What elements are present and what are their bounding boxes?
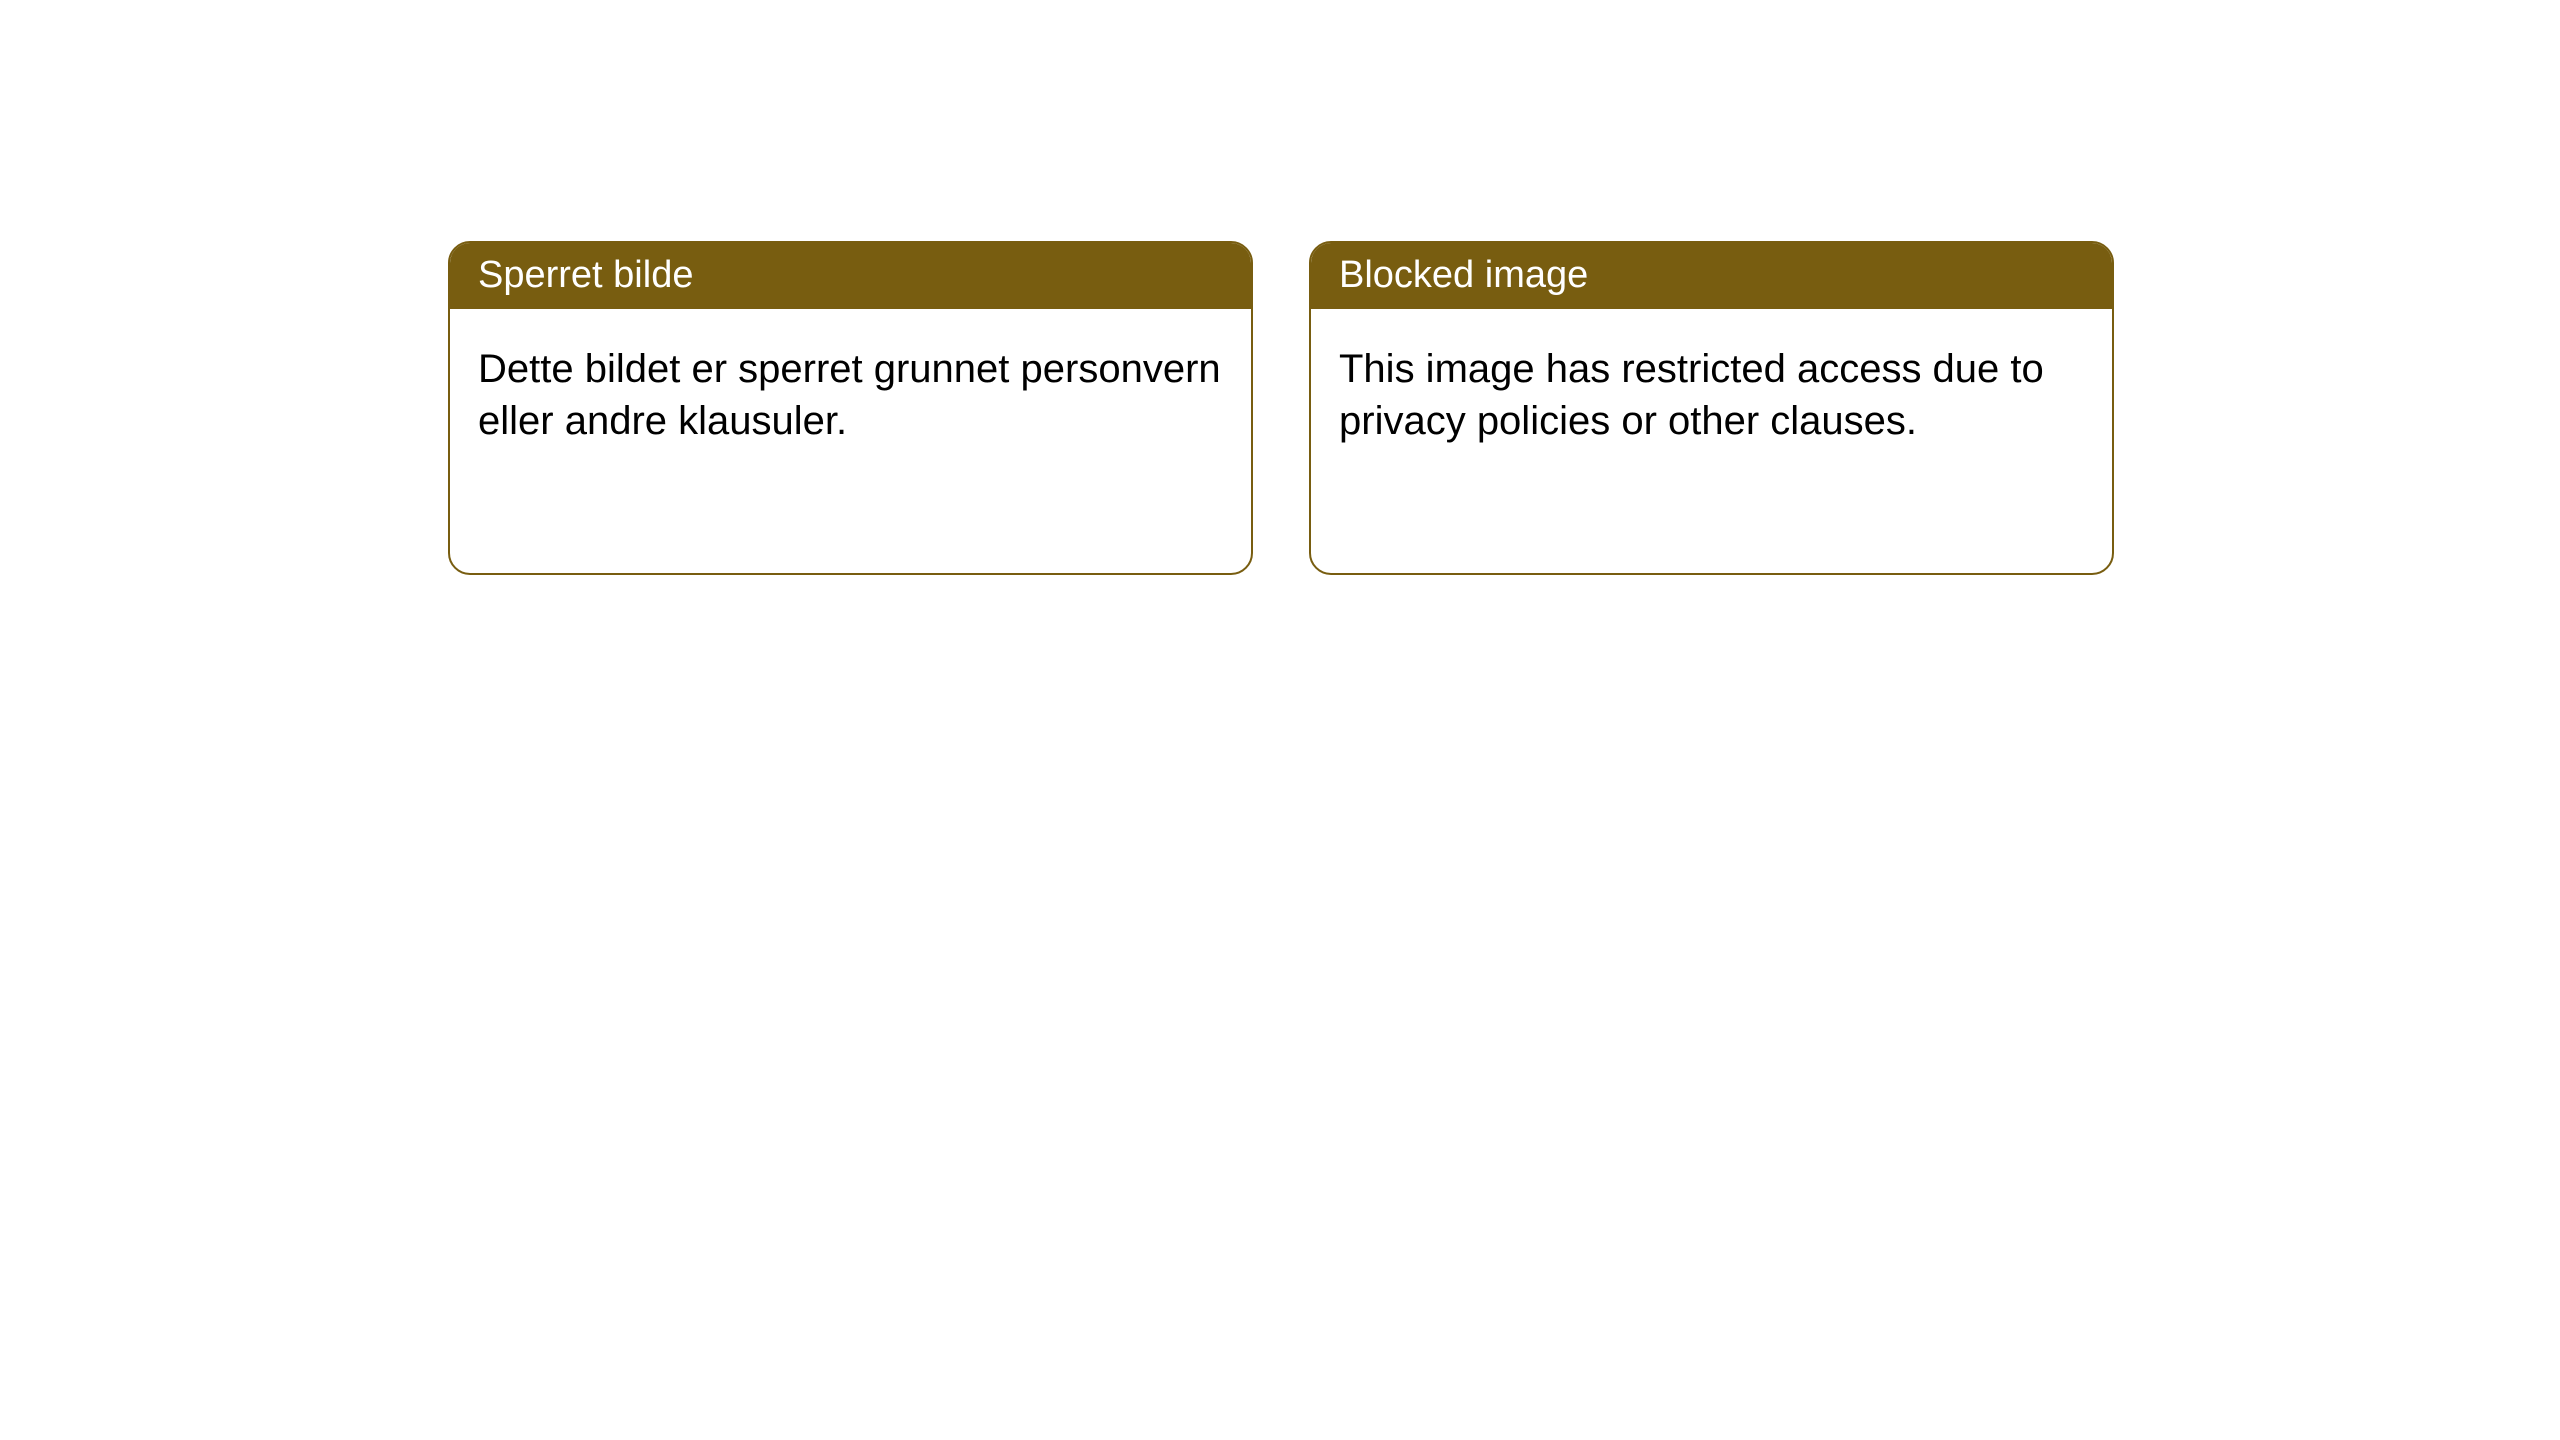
notice-card-body: Dette bildet er sperret grunnet personve… [450, 309, 1251, 481]
page-container: Sperret bilde Dette bildet er sperret gr… [0, 0, 2560, 1440]
cards-wrapper: Sperret bilde Dette bildet er sperret gr… [448, 241, 2114, 575]
notice-card-english: Blocked image This image has restricted … [1309, 241, 2114, 575]
notice-card-header: Sperret bilde [450, 243, 1251, 309]
notice-card-norwegian: Sperret bilde Dette bildet er sperret gr… [448, 241, 1253, 575]
notice-card-header: Blocked image [1311, 243, 2112, 309]
notice-card-body: This image has restricted access due to … [1311, 309, 2112, 481]
